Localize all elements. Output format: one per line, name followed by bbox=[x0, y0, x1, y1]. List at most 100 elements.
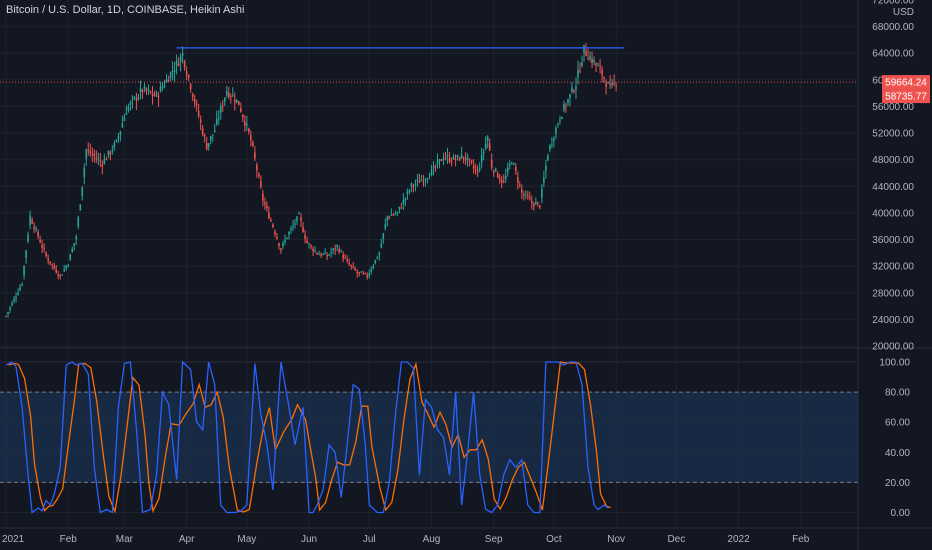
candle-body bbox=[73, 242, 76, 247]
candle-body bbox=[346, 259, 348, 261]
candle-body bbox=[129, 102, 132, 105]
candle-body bbox=[418, 181, 421, 183]
candle-body bbox=[183, 61, 186, 68]
candle-body bbox=[127, 106, 130, 111]
candle-body bbox=[157, 95, 160, 98]
candle-body bbox=[45, 252, 47, 256]
candle-body bbox=[7, 312, 9, 315]
candle-body bbox=[105, 159, 108, 161]
candle-body bbox=[89, 150, 92, 154]
candle-body bbox=[597, 65, 599, 67]
candle-body bbox=[141, 89, 144, 93]
candle-body bbox=[408, 190, 411, 192]
candle-body bbox=[262, 193, 264, 201]
candle-body bbox=[376, 257, 379, 259]
price-tick-label: 52000.00 bbox=[872, 129, 914, 140]
last-price-tag bbox=[882, 75, 930, 90]
candle-body bbox=[330, 252, 332, 254]
candle-body bbox=[95, 158, 98, 160]
candle-body bbox=[456, 155, 459, 157]
candle-body bbox=[533, 204, 535, 207]
candle-body bbox=[87, 149, 90, 151]
candle-body bbox=[510, 163, 513, 165]
candle-body bbox=[37, 231, 39, 237]
time-tick-label: Feb bbox=[60, 534, 78, 545]
candle-body bbox=[195, 103, 198, 105]
candle-body bbox=[59, 275, 61, 277]
candle-body bbox=[563, 104, 565, 111]
stoch-band bbox=[0, 392, 858, 483]
candle-body bbox=[193, 98, 196, 103]
candle-body bbox=[571, 87, 573, 92]
candle-body bbox=[310, 245, 312, 247]
candle-body bbox=[221, 105, 224, 107]
candle-body bbox=[454, 159, 457, 161]
second-price-tag-label: 58735.77 bbox=[885, 92, 927, 103]
candle-body bbox=[541, 188, 543, 198]
candle-body bbox=[514, 166, 517, 171]
candle-body bbox=[223, 97, 226, 102]
candle-body bbox=[482, 151, 485, 154]
stoch-tick-label: 0.00 bbox=[891, 508, 911, 519]
price-tick-label: 36000.00 bbox=[872, 235, 914, 246]
candle-body bbox=[484, 143, 487, 149]
candle-body bbox=[577, 69, 579, 78]
stoch-tick-label: 60.00 bbox=[885, 418, 910, 429]
candle-body bbox=[470, 160, 473, 163]
price-tick-label: 68000.00 bbox=[872, 22, 914, 33]
candle-body bbox=[613, 83, 615, 85]
candle-body bbox=[448, 157, 451, 162]
candle-body bbox=[71, 248, 74, 253]
candle-body bbox=[356, 271, 359, 273]
candle-body bbox=[229, 95, 232, 97]
candle-body bbox=[35, 228, 37, 230]
candle-body bbox=[55, 269, 57, 273]
candle-body bbox=[75, 236, 78, 240]
candle-body bbox=[69, 254, 72, 261]
candle-body bbox=[242, 114, 244, 118]
candle-body bbox=[33, 226, 35, 230]
candle-body bbox=[382, 233, 385, 239]
candle-body bbox=[137, 96, 140, 100]
candle-body bbox=[147, 89, 150, 91]
candle-body bbox=[231, 95, 234, 97]
last-price-tag-label: 59664.24 bbox=[885, 78, 927, 89]
candle-body bbox=[179, 56, 182, 62]
candle-body bbox=[410, 183, 413, 187]
candle-body bbox=[173, 70, 176, 73]
candle-body bbox=[270, 219, 272, 222]
price-tick-label: 48000.00 bbox=[872, 155, 914, 166]
candle-body bbox=[494, 168, 497, 171]
candle-body bbox=[348, 263, 350, 265]
candle-body bbox=[344, 257, 346, 259]
candle-body bbox=[611, 82, 613, 86]
candle-body bbox=[496, 173, 499, 178]
candle-body bbox=[527, 196, 529, 198]
time-tick-label: Dec bbox=[667, 534, 685, 545]
candle-body bbox=[581, 62, 583, 67]
candle-body bbox=[219, 106, 222, 113]
candle-body bbox=[354, 268, 357, 271]
candle-body bbox=[233, 99, 236, 103]
candle-body bbox=[177, 63, 180, 66]
candle-body bbox=[83, 167, 86, 178]
candle-body bbox=[316, 252, 318, 255]
candle-body bbox=[300, 217, 302, 222]
candle-body bbox=[545, 165, 547, 171]
candle-body bbox=[462, 156, 465, 159]
candle-body bbox=[320, 254, 322, 256]
candle-body bbox=[163, 85, 166, 87]
candle-body bbox=[115, 139, 118, 142]
candle-body bbox=[207, 143, 210, 147]
stoch-tick-label: 80.00 bbox=[885, 388, 910, 399]
candle-body bbox=[502, 181, 505, 183]
candle-body bbox=[149, 91, 152, 93]
candle-body bbox=[65, 266, 68, 269]
candle-body bbox=[131, 98, 134, 100]
candle-body bbox=[274, 231, 276, 235]
candle-body bbox=[181, 53, 184, 56]
candle-body bbox=[438, 159, 441, 161]
candle-body bbox=[167, 80, 170, 82]
candle-body bbox=[342, 254, 344, 259]
